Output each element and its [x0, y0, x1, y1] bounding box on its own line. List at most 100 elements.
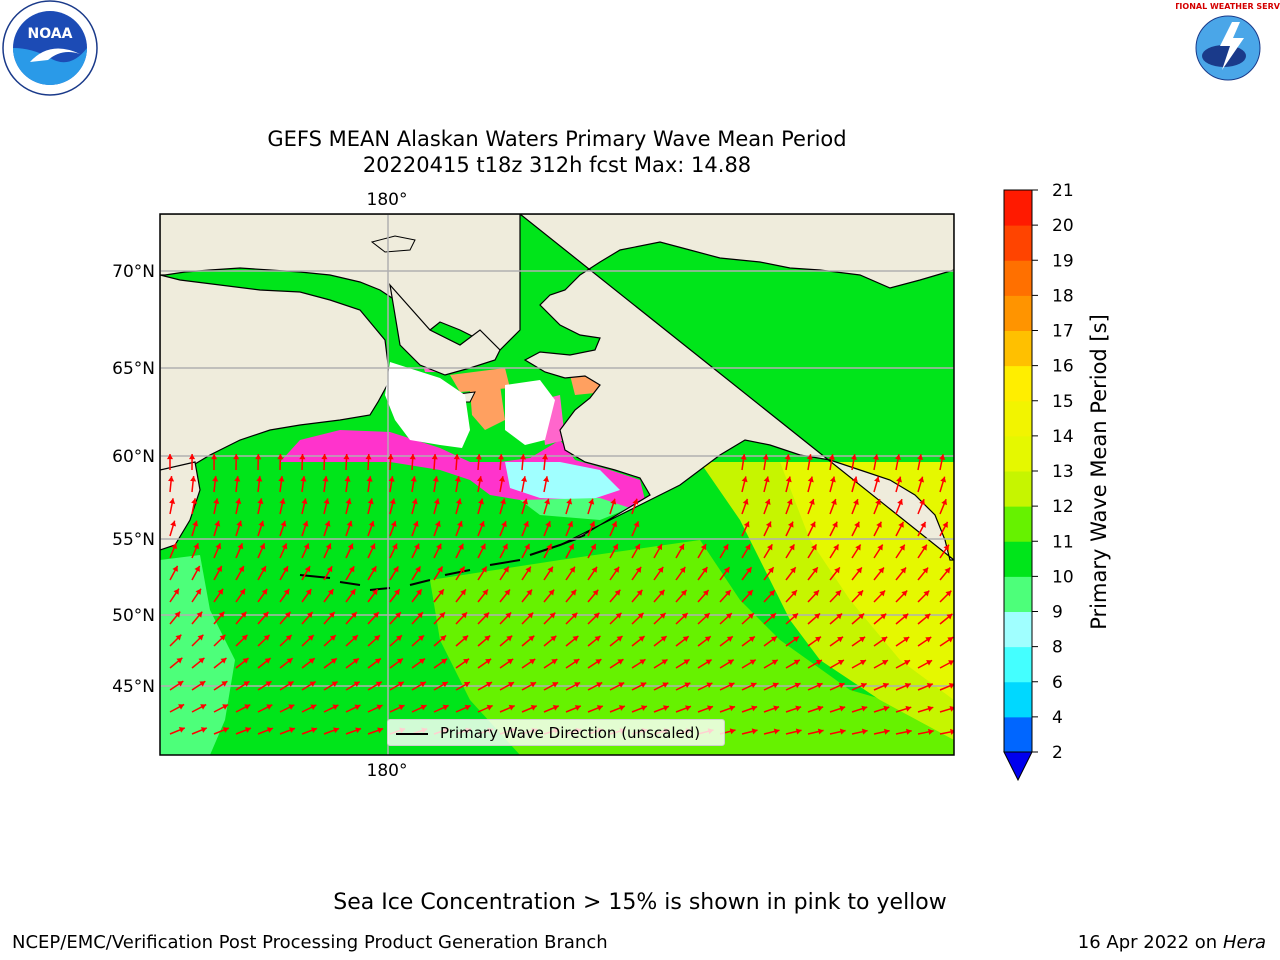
wave-vector — [455, 611, 468, 625]
wave-vector — [521, 681, 537, 691]
wave-vector — [609, 589, 621, 603]
wave-vector — [541, 454, 549, 471]
wave-vector — [169, 680, 184, 691]
wave-vector — [785, 612, 799, 625]
wave-vector — [807, 476, 814, 493]
wave-vector — [873, 636, 888, 647]
wave-vector — [321, 453, 328, 471]
wave-vector — [631, 498, 639, 515]
wave-vector — [257, 565, 267, 581]
wave-vector — [235, 657, 250, 669]
wave-vector — [565, 705, 582, 713]
wave-vector — [917, 636, 932, 647]
wave-vector — [675, 682, 691, 691]
wave-vector — [169, 588, 180, 603]
wave-vector — [631, 682, 647, 691]
wave-vector — [609, 682, 625, 691]
wave-vector — [631, 543, 641, 559]
land-kamchatka — [160, 461, 201, 551]
wave-vector — [166, 454, 174, 470]
wave-vector — [543, 566, 554, 581]
wave-vector — [235, 611, 247, 625]
wave-vector — [387, 453, 394, 471]
wave-vector — [322, 476, 329, 493]
wave-vector — [279, 520, 287, 537]
wave-vector — [784, 454, 791, 471]
wave-vector — [807, 682, 823, 691]
wave-vector — [939, 613, 953, 625]
wave-vector — [939, 705, 954, 713]
wave-vector — [851, 705, 868, 713]
wave-vector — [917, 613, 931, 625]
wave-vector — [829, 659, 845, 669]
wave-vector — [411, 658, 426, 669]
wave-vector — [235, 565, 245, 581]
wave-vector — [917, 728, 934, 735]
wave-vector — [917, 476, 925, 493]
wave-vector — [411, 611, 424, 625]
wave-vector — [433, 634, 447, 647]
wave-vector — [851, 636, 866, 647]
wave-vector — [279, 543, 288, 559]
nws-logo: NATIONAL WEATHER SERVICE — [1176, 1, 1280, 95]
wave-vector — [741, 659, 757, 669]
colorbar-tick-label: 13 — [1052, 462, 1074, 482]
wave-vector — [257, 543, 266, 559]
wave-vector — [454, 476, 461, 493]
wave-vector — [213, 565, 223, 581]
wave-vector — [169, 565, 179, 581]
wave-vector — [389, 704, 405, 713]
wave-vector — [741, 612, 755, 625]
wave-vector — [609, 635, 623, 647]
wave-vector — [345, 498, 352, 515]
wave-vector — [345, 681, 361, 691]
wave-vector — [917, 590, 930, 603]
wave-vector — [235, 588, 246, 603]
wave-vector — [323, 588, 335, 603]
wave-vector — [653, 589, 666, 603]
wave-vector — [345, 520, 353, 537]
wave-vector — [235, 520, 243, 537]
wave-vector — [895, 728, 912, 735]
wave-vector — [235, 727, 252, 735]
wave-vector — [279, 657, 294, 669]
wave-vector — [499, 589, 511, 603]
wave-vector — [213, 498, 220, 515]
wave-vector — [279, 704, 295, 713]
wave-vector — [190, 476, 197, 493]
wave-vector — [233, 453, 240, 471]
wave-vector — [719, 682, 735, 691]
wave-vector — [829, 728, 846, 735]
lat-label: 60°N — [112, 447, 155, 467]
sea-ice-note: Sea Ice Concentration > 15% is shown in … — [333, 890, 947, 915]
wave-vector — [719, 659, 735, 669]
wave-vector — [741, 521, 750, 537]
wave-vector — [939, 567, 951, 581]
colorbar-tick-label: 18 — [1052, 286, 1074, 306]
wave-vector — [763, 635, 778, 647]
wave-vector — [410, 476, 417, 493]
wave-vector — [565, 681, 581, 691]
wave-vector — [367, 681, 383, 691]
wave-vector — [367, 704, 383, 713]
wave-vector — [741, 635, 756, 647]
lat-label: 55°N — [112, 530, 155, 550]
wave-vector — [257, 588, 268, 603]
wave-vector — [168, 476, 175, 493]
wave-vector — [323, 498, 330, 515]
wave-vector — [234, 476, 241, 493]
colorbar-tick-label: 10 — [1052, 567, 1074, 587]
wave-vector — [741, 705, 758, 713]
wave-vector — [895, 590, 908, 603]
wave-vector — [873, 521, 882, 537]
wave-vector — [917, 454, 924, 471]
wave-vector — [521, 566, 532, 581]
wave-vector — [807, 728, 824, 735]
wave-vector — [785, 498, 793, 515]
wave-vector — [785, 659, 801, 669]
wave-vector — [873, 589, 886, 603]
wave-vector — [499, 704, 515, 713]
wave-vector — [917, 705, 934, 713]
wave-vector — [235, 498, 242, 515]
wave-vector — [741, 476, 748, 493]
